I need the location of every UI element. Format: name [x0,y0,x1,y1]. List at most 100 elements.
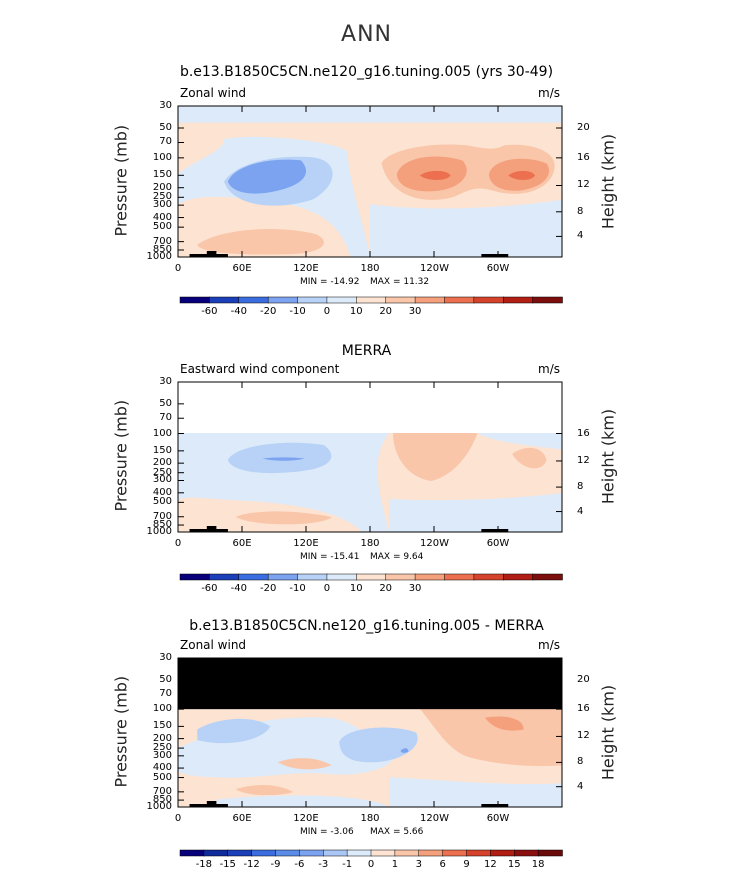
pressure-tick-label: 300 [152,474,172,486]
height-tick-label: 4 [577,230,584,242]
colorbar-swatch [326,573,358,581]
colorbar-swatch [323,849,348,857]
colorbar-swatch [346,849,372,857]
lon-tick-label: 120E [293,263,319,274]
contour-region [235,511,332,525]
height-tick-label: 12 [577,730,590,742]
colorbar [179,296,563,304]
pressure-tick-label: 500 [152,496,172,508]
pressure-tick-label: 50 [159,673,172,685]
topography [481,529,509,532]
colorbar-swatch [385,296,416,304]
colorbar-swatch [442,849,468,857]
colorbar-label: 15 [507,859,521,870]
pressure-tick-label: 250 [152,742,172,754]
pressure-tick-label: 30 [159,376,172,387]
colorbar-swatch [267,296,299,304]
lon-tick-label: 0 [174,813,182,824]
colorbar-label: -15 [219,859,236,870]
colorbar [179,573,563,581]
colorbar-label: 0 [323,583,331,594]
lon-tick-label: 120E [293,538,319,549]
lon-tick-label: 180 [360,263,380,274]
contour-region [389,777,562,807]
colorbar-label: 0 [367,859,375,870]
colorbar-swatch [326,296,358,304]
topography [206,801,217,807]
contour-region [389,493,562,532]
height-tick-label: 16 [577,703,590,715]
pressure-tick-label: 50 [159,397,172,409]
colorbar-label: -20 [259,306,277,317]
contour-region [370,199,562,257]
colorbar-swatch [209,296,240,304]
lon-tick-label: 60E [232,263,252,274]
colorbar-label: -10 [289,306,306,317]
colorbar-swatch [502,296,534,304]
panel-title: b.e13.B1850C5CN.ne120_g16.tuning.005 - M… [189,618,544,634]
colorbar-swatch [209,573,240,581]
topography [481,804,509,807]
colorbar-swatch [444,573,475,581]
colorbar-swatch [275,849,301,857]
colorbar-label: -20 [259,583,277,594]
pressure-tick-label: 400 [152,762,172,774]
height-tick-label: 4 [577,505,584,517]
colorbar-label: -6 [294,859,305,870]
contour-region [419,708,562,767]
colorbar-label: 20 [379,306,393,317]
pressure-tick-label: 70 [159,136,172,148]
colorbar-swatch [394,849,420,857]
colorbar-label: -40 [230,306,247,317]
pressure-tick-label: 70 [159,688,172,699]
colorbar-swatch [490,849,515,857]
contour-plot [177,657,563,808]
pressure-tick-label: 1000 [146,251,172,262]
pressure-tick-label: 250 [152,191,172,203]
colorbar-label: 30 [408,583,422,594]
field-label: Zonal wind [180,638,247,652]
pressure-tick-label: 850 [152,794,172,806]
colorbar-swatch [179,573,211,581]
height-tick-label: 20 [577,121,590,133]
height-tick-label: 8 [577,481,584,493]
colorbar-swatch [299,849,324,857]
colorbar-swatch [370,849,396,857]
pressure-tick-label: 50 [159,121,172,133]
pressure-tick-label: 150 [152,444,172,456]
max-label: MAX = 5.66 [370,827,424,837]
colorbar-label: 9 [463,859,470,870]
colorbar-swatch [203,849,229,857]
max-label: MAX = 11.32 [370,277,430,287]
colorbar-label: -40 [230,583,247,594]
pressure-tick-label: 400 [152,486,172,498]
masked-region [178,658,562,710]
panel-title: b.e13.B1850C5CN.ne120_g16.tuning.005 (yr… [179,64,554,80]
contour-region [235,784,294,796]
colorbar-label: -60 [201,306,218,317]
colorbar-swatch [251,849,277,857]
pressure-tick-label: 300 [152,749,172,761]
pressure-tick-label: 30 [159,100,172,111]
lon-tick-label: 60E [232,813,252,824]
pressure-tick-label: 200 [152,732,172,744]
contour-region [178,106,562,123]
panel-title: MERRA [341,343,392,359]
lon-tick-label: 0 [174,263,182,274]
colorbar-label: 12 [484,859,497,870]
lon-tick-label: 0 [174,538,182,549]
colorbar-swatch [537,849,563,857]
colorbar-swatch [466,849,492,857]
lon-tick-label: 120W [420,263,449,274]
colorbar-label: -12 [243,859,260,870]
pressure-tick-label: 30 [159,652,172,663]
height-tick-label: 8 [577,205,584,217]
height-tick-label: 16 [577,427,590,439]
colorbar-swatch [356,573,387,581]
contour-region [485,716,524,731]
pressure-tick-label: 70 [159,412,172,424]
pressure-tick-label: 850 [152,244,172,255]
colorbar-swatch [179,849,205,857]
contour-region [419,170,451,180]
lon-tick-label: 180 [360,813,380,824]
